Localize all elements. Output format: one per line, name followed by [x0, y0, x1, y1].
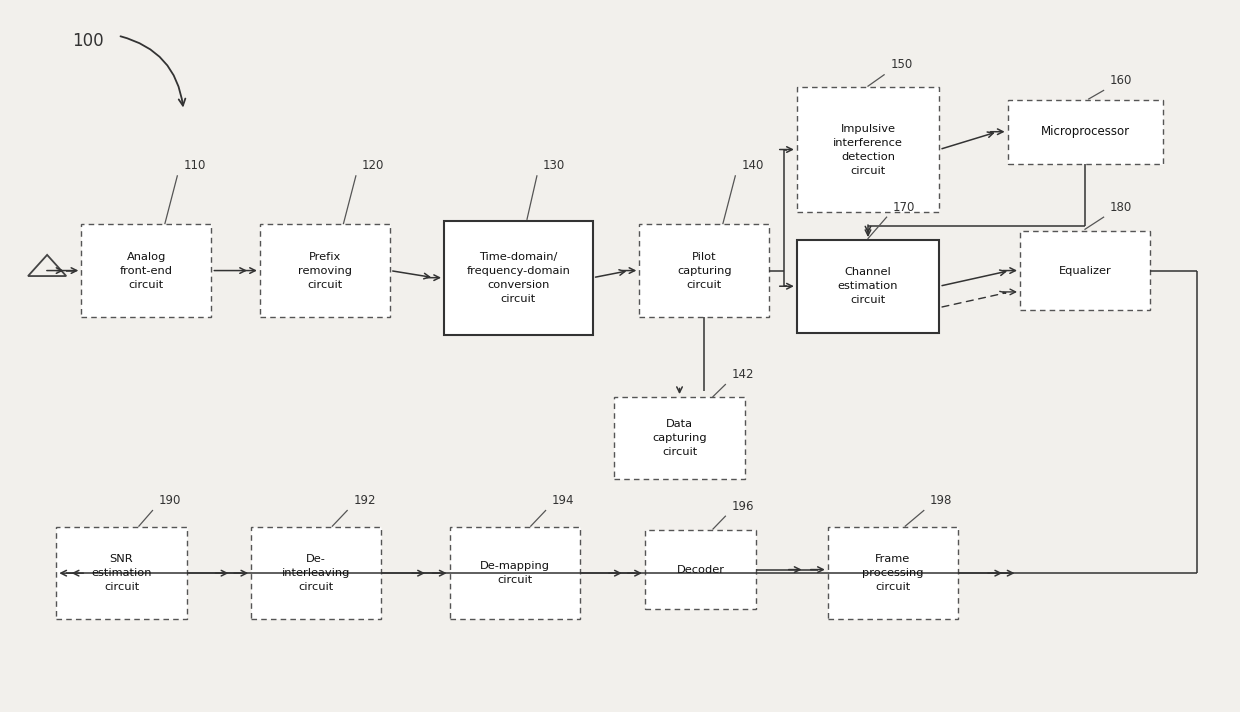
Text: Analog
front-end
circuit: Analog front-end circuit: [120, 251, 172, 290]
Text: De-
interleaving
circuit: De- interleaving circuit: [281, 554, 351, 592]
Bar: [796, 240, 940, 333]
Text: 198: 198: [930, 494, 952, 507]
Bar: [640, 224, 769, 317]
Text: De-mapping
circuit: De-mapping circuit: [480, 561, 549, 585]
Text: SNR
estimation
circuit: SNR estimation circuit: [92, 554, 151, 592]
Text: Data
capturing
circuit: Data capturing circuit: [652, 419, 707, 457]
Text: Equalizer: Equalizer: [1059, 266, 1111, 276]
Bar: [260, 224, 389, 317]
Text: Pilot
capturing
circuit: Pilot capturing circuit: [677, 251, 732, 290]
Bar: [615, 397, 745, 478]
Text: Channel
estimation
circuit: Channel estimation circuit: [838, 267, 898, 305]
Text: Microprocessor: Microprocessor: [1040, 125, 1130, 138]
Bar: [1007, 100, 1163, 164]
Text: Frame
processing
circuit: Frame processing circuit: [862, 554, 924, 592]
Text: 142: 142: [732, 368, 754, 381]
Text: 100: 100: [72, 32, 104, 50]
Text: 194: 194: [552, 494, 574, 507]
Bar: [828, 527, 957, 619]
Bar: [444, 221, 593, 335]
Text: 130: 130: [543, 159, 565, 172]
Text: Prefix
removing
circuit: Prefix removing circuit: [298, 251, 352, 290]
Text: Impulsive
interference
detection
circuit: Impulsive interference detection circuit: [833, 123, 903, 176]
Text: Decoder: Decoder: [677, 565, 724, 575]
Text: 170: 170: [893, 201, 915, 214]
Text: 120: 120: [362, 159, 384, 172]
Text: 140: 140: [742, 159, 764, 172]
Bar: [82, 224, 211, 317]
Bar: [250, 527, 382, 619]
Text: Time-domain/
frequency-domain
conversion
circuit: Time-domain/ frequency-domain conversion…: [466, 251, 570, 304]
Bar: [57, 527, 186, 619]
Bar: [1019, 231, 1149, 310]
Text: 180: 180: [1110, 201, 1132, 214]
Bar: [645, 530, 756, 609]
Text: 192: 192: [353, 494, 376, 507]
Bar: [449, 527, 580, 619]
Text: 196: 196: [732, 500, 754, 513]
Text: 150: 150: [890, 58, 913, 71]
Text: 110: 110: [184, 159, 206, 172]
Text: 160: 160: [1110, 74, 1132, 87]
Text: 190: 190: [159, 494, 181, 507]
Bar: [796, 88, 940, 212]
